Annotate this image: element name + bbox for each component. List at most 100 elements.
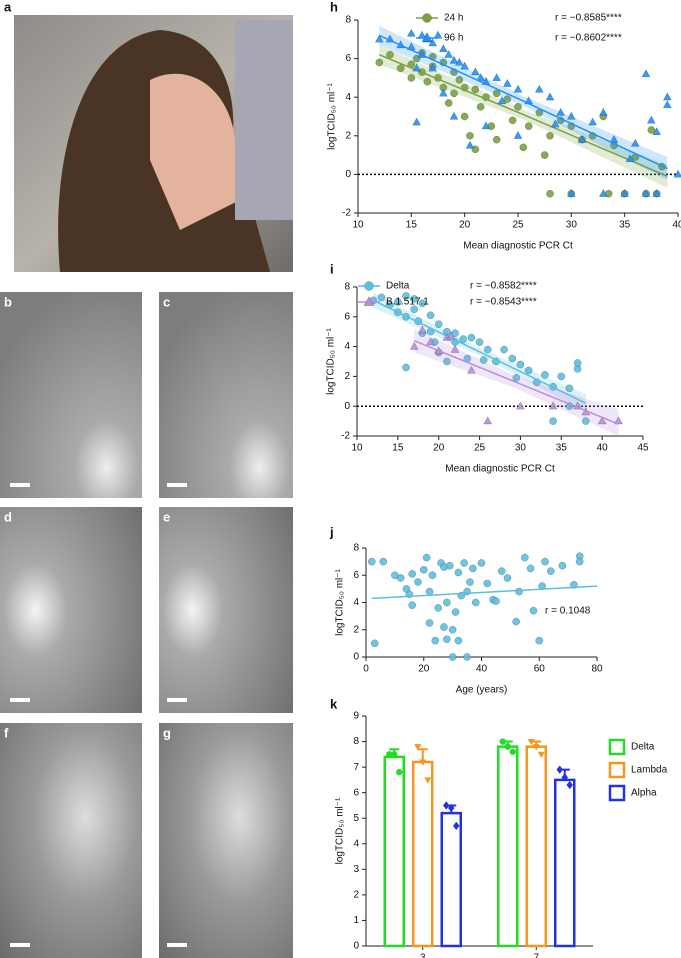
y-tick-label: 5 — [353, 813, 359, 824]
point — [566, 188, 576, 197]
point — [448, 803, 455, 813]
x-tick-label: 35 — [556, 443, 568, 454]
point — [500, 345, 508, 354]
r-annotation: r = 0.1048 — [545, 606, 591, 617]
point — [532, 744, 540, 751]
point — [467, 365, 476, 374]
point — [448, 653, 457, 661]
y-tick-label: 6 — [353, 570, 359, 581]
fit-line — [373, 299, 587, 404]
x-tick-label: 20 — [433, 443, 445, 454]
confidence-band — [379, 45, 668, 188]
point — [524, 122, 533, 131]
x-tick-label: 35 — [619, 220, 631, 231]
y-tick-label: 8 — [345, 15, 351, 26]
point — [414, 578, 422, 586]
point — [408, 570, 417, 578]
point — [453, 821, 460, 831]
legend-label: Alpha — [631, 788, 657, 799]
point — [450, 344, 460, 353]
y-tick-label: -2 — [341, 431, 350, 442]
panel-label: f — [4, 725, 9, 740]
x-tick-label: 40 — [476, 664, 488, 675]
point — [476, 103, 485, 111]
panel-label: h — [330, 0, 338, 14]
point — [449, 55, 459, 64]
point — [410, 305, 419, 314]
point — [414, 744, 422, 751]
point — [454, 636, 463, 645]
point — [497, 567, 506, 576]
point — [443, 635, 451, 644]
point — [410, 295, 419, 303]
photo-d — [0, 507, 142, 713]
point — [516, 360, 525, 369]
point — [556, 765, 563, 774]
y-tick-label: 6 — [345, 53, 351, 64]
point — [499, 738, 506, 745]
y-axis-label: logTCID₅₀ ml⁻¹ — [326, 327, 337, 394]
point — [545, 92, 555, 101]
y-axis-label: logTCID₅₀ ml⁻¹ — [335, 797, 346, 864]
point — [370, 639, 379, 648]
photo-f — [0, 723, 142, 958]
point — [497, 96, 507, 105]
legend-swatch — [608, 784, 626, 802]
y-axis-label: logTCID₅₀ ml⁻¹ — [335, 568, 346, 635]
point — [425, 619, 434, 627]
y-tick-label: 9 — [353, 711, 359, 722]
point — [394, 298, 402, 306]
point — [588, 117, 598, 126]
panel-label: j — [329, 524, 334, 539]
point — [557, 372, 566, 381]
point — [402, 363, 410, 372]
point — [512, 617, 521, 626]
x-tick-label: 10 — [351, 443, 363, 454]
point — [565, 384, 574, 393]
point — [471, 598, 480, 607]
photo-e — [159, 507, 293, 713]
point — [451, 608, 460, 616]
bar — [440, 811, 462, 948]
bar — [412, 760, 434, 948]
y-tick-label: 2 — [353, 890, 359, 901]
point — [396, 574, 405, 582]
y-axis-label: logTCID₅₀ ml⁻¹ — [327, 82, 338, 149]
x-tick-label: 30 — [566, 220, 578, 231]
point — [513, 130, 523, 139]
panel-label: c — [163, 294, 170, 309]
photo-c — [159, 292, 293, 498]
point — [468, 564, 477, 573]
point — [575, 557, 584, 566]
point — [433, 30, 443, 39]
point — [412, 63, 422, 72]
point — [386, 50, 394, 59]
point — [418, 299, 427, 308]
point — [448, 625, 457, 634]
legend-label: Delta — [631, 742, 655, 753]
x-axis-label: Mean diagnostic PCR Ct — [445, 464, 555, 475]
point — [419, 565, 428, 574]
legend-marker — [363, 296, 375, 306]
y-tick-label: 6 — [344, 311, 350, 322]
x-tick-label: 30 — [515, 443, 527, 454]
x-tick-label: 0 — [363, 664, 369, 675]
point — [609, 134, 619, 143]
legend-marker — [364, 281, 374, 291]
fit-line — [379, 34, 668, 170]
point — [386, 751, 393, 758]
y-tick-label: 2 — [353, 624, 359, 635]
x-tick-label: 15 — [392, 443, 404, 454]
point — [425, 587, 434, 596]
point — [426, 337, 435, 346]
confidence-band — [379, 25, 668, 181]
point — [483, 579, 492, 588]
point — [438, 88, 448, 97]
bar — [525, 745, 547, 948]
point — [477, 559, 486, 567]
x-tick-label: 10 — [352, 220, 364, 231]
y-tick-label: 7 — [353, 762, 359, 773]
point — [625, 154, 635, 163]
x-tick-label: 25 — [512, 220, 524, 231]
point — [527, 738, 535, 746]
